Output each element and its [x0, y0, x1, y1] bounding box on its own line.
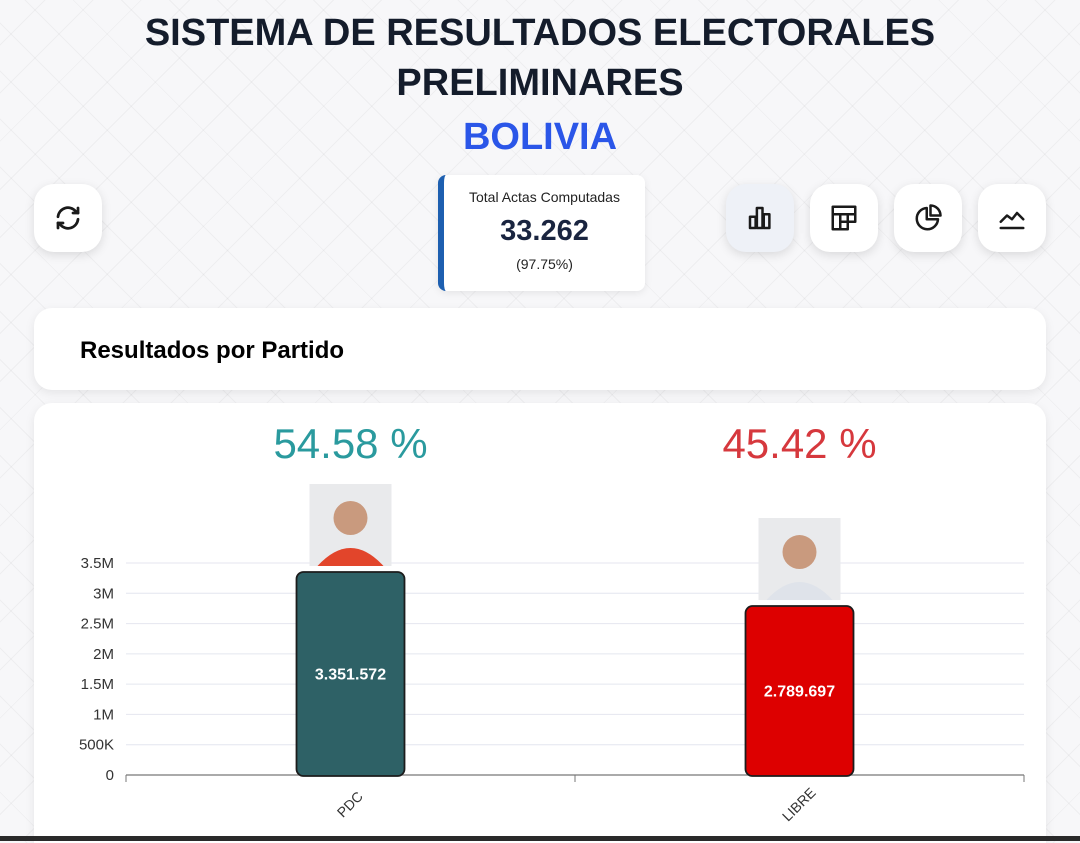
title-line-2: PRELIMINARES — [396, 62, 684, 104]
y-tick-label: 500K — [79, 737, 114, 754]
bar-data-label: 3.351.572 — [315, 666, 386, 683]
percent-label: 54.58 % — [273, 420, 427, 467]
results-chart-panel: 0 500K 1M 1.5M 2M 2.5M 3M 3.5M 3.351.572 54.58 % P… — [34, 403, 1046, 843]
x-tick-label: PDC — [334, 788, 366, 820]
title-line-1: SISTEMA DE RESULTADOS ELECTORALES — [144, 12, 936, 54]
x-tick-label: LIBRE — [779, 784, 819, 824]
results-panel-title: Resultados por Partido — [80, 337, 345, 364]
y-tick-label: 1M — [93, 706, 114, 723]
refresh-button[interactable] — [34, 184, 102, 252]
candidate-photo-face — [782, 535, 817, 570]
bar-chart-icon — [748, 206, 771, 230]
results-bar-chart: 0 500K 1M 1.5M 2M 2.5M 3M 3.5M 3.351.572 54.58 % P… — [79, 420, 1025, 824]
results-panel-header: Resultados por Partido — [34, 308, 1046, 390]
pie-chart-icon — [915, 204, 942, 231]
candidate-photo-body — [766, 582, 833, 601]
total-actas-value: 33.262 — [500, 215, 589, 247]
bar-data-label: 2.789.697 — [764, 684, 835, 701]
line-chart-view-button[interactable] — [978, 184, 1046, 252]
total-actas-card: Total Actas Computadas 33.262 (97.75%) — [438, 175, 645, 291]
line-chart-icon — [999, 211, 1025, 230]
candidate-photo-body — [317, 547, 384, 566]
treemap-view-button[interactable] — [810, 184, 878, 252]
y-tick-label: 0 — [106, 767, 114, 784]
treemap-icon — [831, 205, 857, 231]
y-tick-label: 2.5M — [81, 616, 114, 633]
pie-chart-view-button[interactable] — [894, 184, 962, 252]
percent-label: 45.42 % — [722, 420, 876, 467]
total-actas-label: Total Actas Computadas — [469, 189, 620, 205]
y-tick-label: 1.5M — [81, 676, 114, 693]
y-tick-label: 3.5M — [81, 555, 114, 572]
refresh-icon — [56, 206, 80, 230]
bar-pdc — [295, 571, 406, 777]
bottom-image-strip — [0, 836, 1080, 841]
y-tick-label: 3M — [93, 585, 114, 602]
country-title: BOLIVIA — [462, 116, 618, 158]
y-tick-label: 2M — [93, 646, 114, 663]
candidate-photo-face — [333, 500, 368, 535]
total-actas-percent: (97.75%) — [516, 256, 573, 272]
page-title: SISTEMA DE RESULTADOS ELECTORALES PRELIM… — [0, 8, 1080, 108]
bar-chart-view-button[interactable] — [726, 184, 794, 252]
bar-libre — [744, 605, 855, 777]
